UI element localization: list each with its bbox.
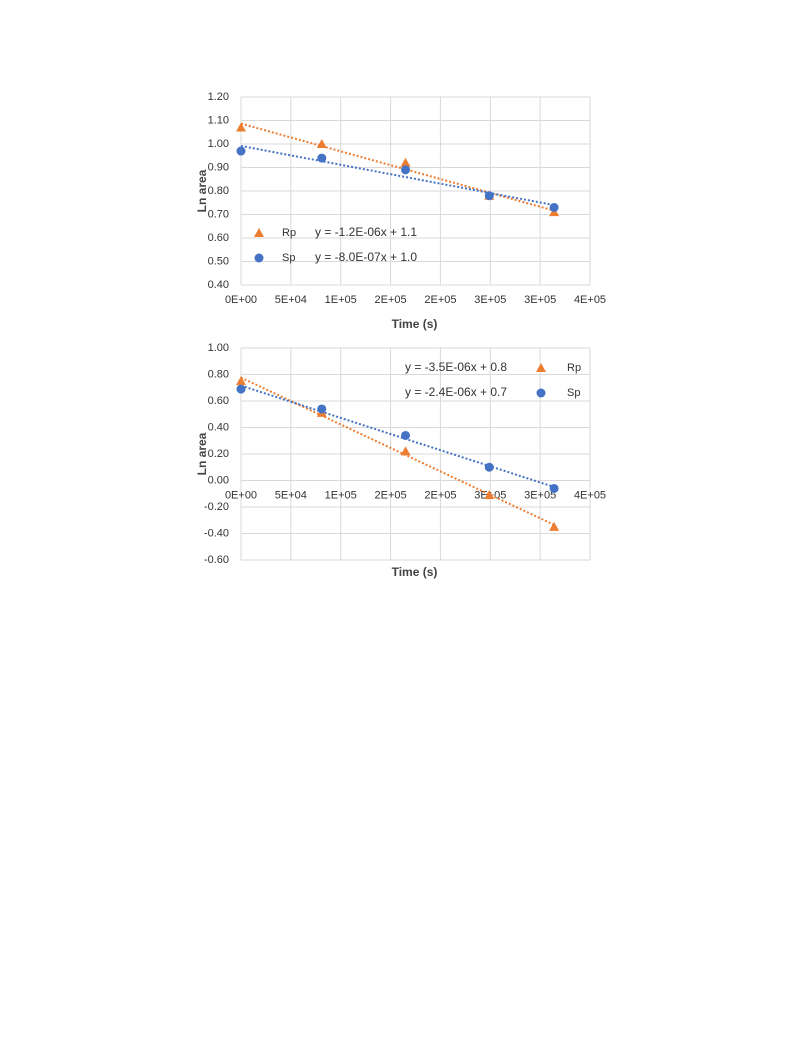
y-tick-label: 0.80 [208, 185, 229, 197]
x-tick-label: 4E+05 [574, 489, 606, 501]
legend-label: Rp [282, 227, 296, 239]
x-tick-label: 3E+05 [524, 294, 556, 306]
legend-marker [254, 253, 264, 263]
trendline-label: y = -1.2E-06x + 1.1 [315, 225, 417, 239]
y-tick-label: -0.60 [204, 554, 229, 566]
y-tick-label: 0.60 [208, 395, 229, 407]
marker-circle [317, 153, 327, 163]
x-tick-label: 2E+05 [375, 294, 407, 306]
trendline-label: y = -2.4E-06x + 0.7 [405, 385, 507, 399]
legend-label: Sp [567, 387, 580, 399]
y-tick-label: 1.00 [208, 138, 229, 150]
legend-marker [536, 363, 546, 372]
y-axis-title: Ln area [195, 432, 209, 475]
y-tick-label: 0.40 [208, 279, 229, 291]
x-tick-label: 3E+05 [474, 294, 506, 306]
legend-label: Sp [282, 252, 295, 264]
x-axis-title: Time (s) [392, 317, 438, 331]
trendline [240, 376, 555, 526]
trendline [240, 144, 555, 207]
x-tick-label: 5E+04 [275, 294, 307, 306]
marker-circle [484, 191, 494, 201]
y-tick-label: 1.00 [208, 342, 229, 354]
y-tick-label: 0.50 [208, 255, 229, 267]
marker-circle [401, 165, 411, 175]
y-tick-label: 1.20 [208, 91, 229, 103]
x-tick-label: 5E+04 [275, 489, 307, 501]
trendline-label: y = -8.0E-07x + 1.0 [315, 250, 417, 264]
y-axis-title: Ln area [195, 169, 209, 212]
legend-marker [254, 228, 264, 237]
x-tick-label: 1E+05 [325, 294, 357, 306]
marker-circle [484, 462, 494, 472]
y-tick-label: 0.40 [208, 421, 229, 433]
marker-triangle [236, 376, 246, 386]
marker-circle [549, 483, 559, 493]
marker-triangle [549, 521, 560, 531]
marker-circle [236, 384, 246, 394]
y-tick-label: 1.10 [208, 114, 229, 126]
marker-circle [236, 146, 246, 156]
legend-marker [536, 388, 546, 398]
y-tick-label: -0.20 [204, 501, 229, 513]
legend-label: Rp [567, 362, 581, 374]
x-tick-label: 2E+05 [424, 294, 456, 306]
marker-triangle [484, 490, 495, 500]
y-tick-label: 0.80 [208, 368, 229, 380]
marker-circle [549, 202, 559, 212]
marker-triangle [400, 446, 411, 456]
y-tick-label: 0.90 [208, 161, 229, 173]
y-tick-label: 0.00 [208, 474, 229, 486]
marker-triangle [400, 157, 411, 167]
x-tick-label: 2E+05 [424, 489, 456, 501]
marker-circle [317, 404, 327, 414]
x-tick-label: 2E+05 [375, 489, 407, 501]
x-tick-label: 0E+00 [225, 489, 257, 501]
y-tick-label: 0.70 [208, 208, 229, 220]
x-axis-title: Time (s) [392, 565, 438, 579]
trendline [240, 384, 555, 488]
marker-triangle [236, 122, 246, 132]
x-tick-label: 4E+05 [574, 294, 606, 306]
y-tick-label: -0.40 [204, 527, 229, 539]
trendline-label: y = -3.5E-06x + 0.8 [405, 360, 507, 374]
y-tick-label: 0.60 [208, 232, 229, 244]
y-tick-label: 0.20 [208, 448, 229, 460]
marker-circle [401, 430, 411, 440]
x-tick-label: 1E+05 [325, 489, 357, 501]
marker-triangle [316, 139, 327, 148]
x-tick-label: 3E+05 [524, 489, 556, 501]
x-tick-label: 0E+00 [225, 294, 257, 306]
